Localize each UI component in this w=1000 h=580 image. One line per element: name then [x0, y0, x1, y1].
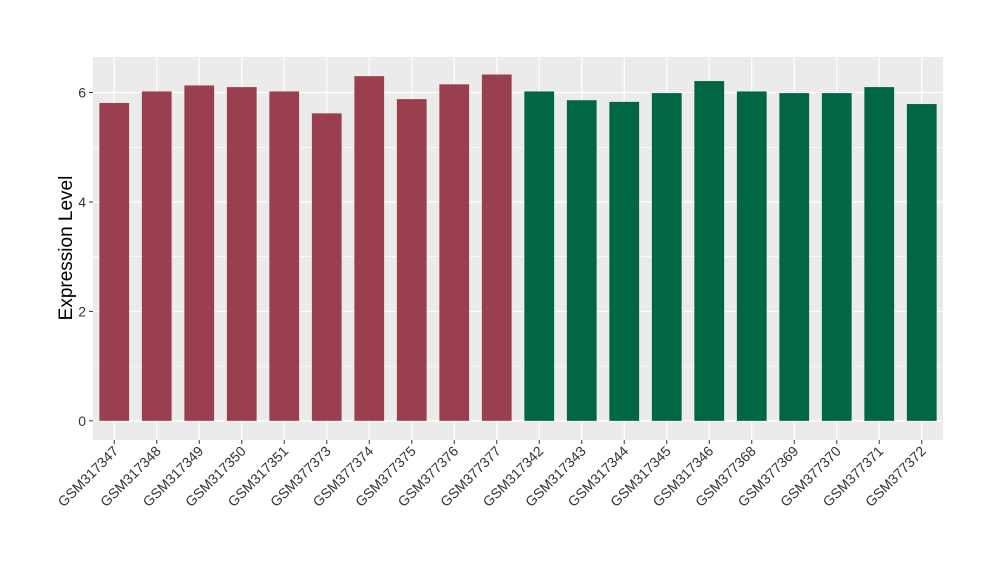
bar-GSM377371	[864, 87, 895, 421]
y-tick-label: 0	[78, 413, 86, 429]
bar-GSM377368	[736, 91, 767, 421]
y-tick-label: 6	[78, 85, 86, 101]
bar-GSM317348	[141, 91, 172, 421]
bar-GSM317350	[226, 87, 257, 421]
bar-GSM317346	[694, 81, 725, 421]
bar-GSM317347	[99, 102, 130, 421]
y-tick-label: 4	[78, 194, 86, 210]
bar-GSM377370	[821, 93, 852, 421]
x-axis: GSM317347GSM317348GSM317349GSM317350GSM3…	[54, 440, 929, 510]
bars	[99, 74, 937, 421]
bar-GSM317343	[566, 100, 597, 421]
bar-GSM317351	[269, 91, 300, 421]
plot-panel	[93, 57, 943, 440]
bar-GSM377375	[396, 99, 427, 421]
bar-GSM317342	[524, 91, 555, 421]
bar-GSM377372	[906, 104, 937, 421]
y-axis-title: Expression Level	[56, 176, 77, 321]
bar-GSM317349	[184, 85, 215, 421]
y-axis: 0 2 4 6	[78, 85, 93, 429]
bar-GSM377369	[779, 93, 810, 421]
bar-GSM377374	[354, 76, 385, 421]
bar-GSM377376	[439, 84, 470, 421]
bar-GSM377373	[311, 113, 342, 421]
y-tick-label: 2	[78, 303, 86, 319]
bar-GSM317344	[609, 101, 640, 421]
bar-GSM377377	[481, 74, 512, 421]
bar-GSM317345	[651, 93, 682, 421]
